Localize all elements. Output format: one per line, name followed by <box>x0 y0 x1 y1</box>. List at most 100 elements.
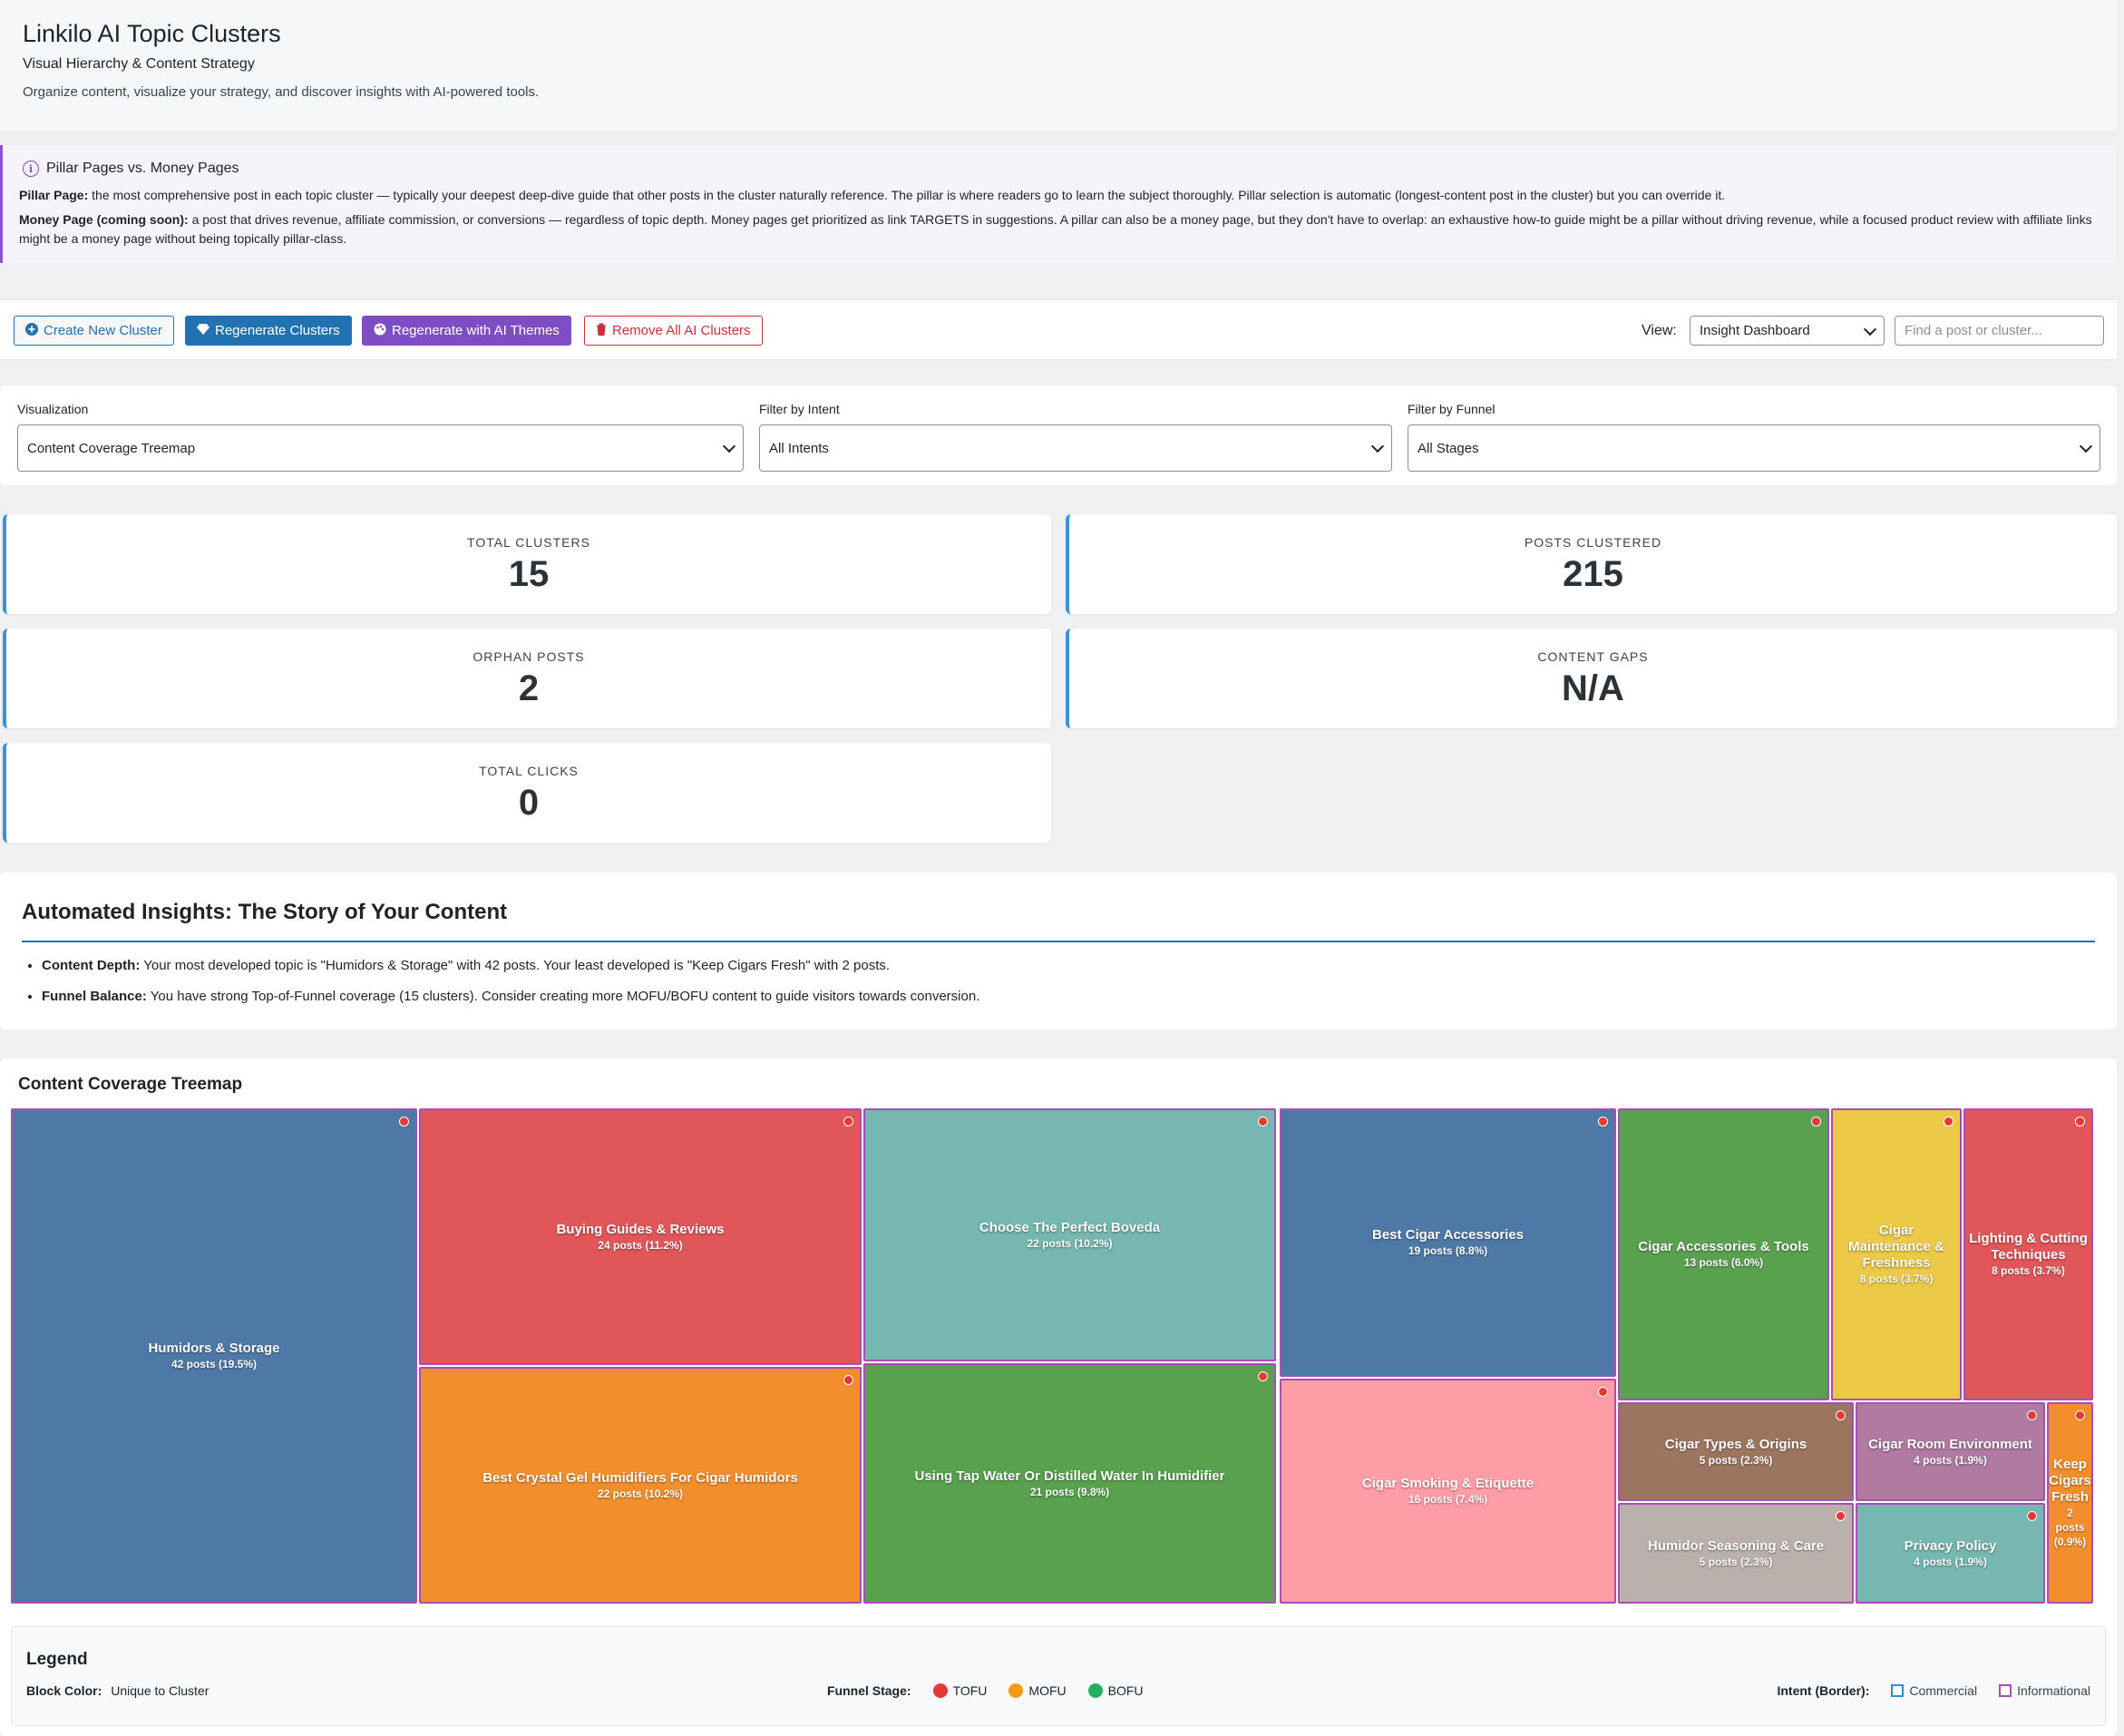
treemap-tile[interactable]: Best Crystal Gel Humidifiers For Cigar H… <box>419 1367 862 1604</box>
tile-name: Cigar Accessories & Tools <box>1638 1239 1809 1254</box>
legend-intent-label: Intent (Border): <box>1777 1683 1870 1698</box>
funnel-stage-dot-icon <box>2027 1511 2037 1521</box>
treemap-tile[interactable]: Privacy Policy 4 posts (1.9%) <box>1856 1503 2045 1604</box>
stat-value: 0 <box>518 783 540 823</box>
funnel-stage-dot-icon <box>2075 1410 2085 1420</box>
legend-block-color-value: Unique to Cluster <box>111 1683 209 1698</box>
legend-intent: Intent (Border): Commercial Informationa… <box>1777 1683 2090 1698</box>
funnel-stage-dot-icon <box>2075 1117 2085 1126</box>
pillar-money-notice: i Pillar Pages vs. Money Pages Pillar Pa… <box>0 145 2117 263</box>
funnel-stage-dot-icon <box>1944 1117 1953 1126</box>
treemap-tile[interactable]: Cigar Room Environment 4 posts (1.9%) <box>1856 1402 2045 1501</box>
treemap-tile[interactable]: Keep Cigars Fresh 2 posts (0.9%) <box>2047 1402 2093 1604</box>
plus-circle-icon <box>25 322 38 339</box>
regenerate-ai-themes-label: Regenerate with AI Themes <box>392 323 560 338</box>
regenerate-clusters-label: Regenerate Clusters <box>215 323 340 338</box>
insight-item: Content Depth: Your most developed topic… <box>42 956 979 975</box>
legend-title: Legend <box>26 1650 88 1669</box>
diamond-icon <box>197 323 209 338</box>
stat-label: CONTENT GAPS <box>1537 649 1649 664</box>
insights-list: Content Depth: Your most developed topic… <box>22 956 979 1018</box>
intent-filter-select[interactable]: All Intents <box>759 424 1392 472</box>
search-input[interactable]: Find a post or cluster... <box>1895 316 2104 346</box>
stat-value: 2 <box>518 668 540 708</box>
treemap-tile[interactable]: Humidors & Storage 42 posts (19.5%) <box>11 1108 417 1604</box>
tile-name: Humidors & Storage <box>148 1341 280 1356</box>
treemap-tile[interactable]: Humidor Seasoning & Care 5 posts (2.3%) <box>1618 1503 1854 1604</box>
notice-title: i Pillar Pages vs. Money Pages <box>23 161 239 177</box>
funnel-stage-dot-icon <box>1836 1511 1846 1521</box>
treemap-tile[interactable]: Cigar Maintenance & Freshness 8 posts (3.… <box>1831 1108 1962 1400</box>
stat-card-orphan-posts: ORPHAN POSTS 2 <box>3 629 1051 728</box>
treemap-tile[interactable]: Cigar Accessories & Tools 13 posts (6.0%) <box>1618 1108 1829 1400</box>
treemap-tile[interactable]: Cigar Smoking & Etiquette 16 posts (7.4%) <box>1280 1379 1616 1604</box>
tile-name: Best Cigar Accessories <box>1371 1227 1525 1243</box>
remove-ai-clusters-button[interactable]: Remove All AI Clusters <box>584 316 763 346</box>
legend-bofu-label: BOFU <box>1107 1683 1144 1698</box>
tofu-dot-icon <box>932 1683 948 1698</box>
treemap-tile[interactable]: Cigar Types & Origins 5 posts (2.3%) <box>1618 1402 1854 1501</box>
view-select[interactable]: Insight Dashboard <box>1690 316 1885 346</box>
money-page-label: Money Page (coming soon): <box>19 212 189 227</box>
funnel-stage-dot-icon <box>399 1117 409 1126</box>
remove-ai-clusters-label: Remove All AI Clusters <box>612 323 751 338</box>
stat-label: POSTS CLUSTERED <box>1524 535 1662 550</box>
chevron-down-icon <box>1863 322 1877 336</box>
tile-name: Choose The Perfect Boveda <box>979 1219 1161 1235</box>
visualization-select[interactable]: Content Coverage Treemap <box>17 424 744 472</box>
legend-mofu: MOFU <box>1008 1683 1067 1698</box>
legend-funnel-stage: Funnel Stage: TOFU MOFU BOFU <box>827 1683 1144 1698</box>
insight-item: Funnel Balance: You have strong Top-of-F… <box>42 987 979 1006</box>
insight-label: Content Depth: <box>42 958 141 973</box>
tile-name: Buying Guides & Reviews <box>556 1221 725 1237</box>
commercial-square-icon <box>1891 1684 1905 1697</box>
page-header: Linkilo AI Topic Clusters Visual Hierarc… <box>0 0 2117 132</box>
tile-count: 5 posts (2.3%) <box>1699 1555 1773 1568</box>
funnel-stage-dot-icon <box>843 1117 853 1126</box>
tile-count: 8 posts (3.7%) <box>1859 1273 1934 1285</box>
palette-icon <box>374 323 386 339</box>
funnel-filter-select[interactable]: All Stages <box>1408 424 2100 472</box>
legend-informational: Informational <box>1999 1683 2090 1698</box>
informational-square-icon <box>1999 1684 2012 1697</box>
legend-tofu: TOFU <box>932 1683 987 1698</box>
treemap-tile[interactable]: Buying Guides & Reviews 24 posts (11.2%) <box>419 1108 862 1365</box>
tile-count: 22 posts (10.2%) <box>1027 1236 1113 1250</box>
legend-block-color-label: Block Color: <box>26 1683 102 1698</box>
stat-card-content-gaps: CONTENT GAPS N/A <box>1066 629 2117 728</box>
regenerate-clusters-button[interactable]: Regenerate Clusters <box>185 316 352 346</box>
stat-value: N/A <box>1562 668 1624 708</box>
tile-count: 4 posts (1.9%) <box>1914 1555 1987 1568</box>
funnel-stage-dot-icon <box>843 1375 853 1385</box>
create-cluster-button[interactable]: Create New Cluster <box>14 316 174 346</box>
regenerate-ai-themes-button[interactable]: Regenerate with AI Themes <box>362 316 571 346</box>
stat-label: ORPHAN POSTS <box>473 649 585 664</box>
stat-value: 215 <box>1563 554 1623 594</box>
tile-count: 22 posts (10.2%) <box>597 1487 684 1500</box>
treemap-tile[interactable]: Lighting & Cutting Techniques 8 posts (3.… <box>1963 1108 2093 1400</box>
intent-filter-value: All Intents <box>769 440 829 456</box>
tile-count: 8 posts (3.7%) <box>1992 1264 2065 1277</box>
treemap-tile[interactable]: Using Tap Water Or Distilled Water In Hu… <box>863 1363 1276 1604</box>
tile-name: Privacy Policy <box>1904 1537 1997 1554</box>
funnel-filter-label: Filter by Funnel <box>1408 402 1496 416</box>
treemap-tile[interactable]: Best Cigar Accessories 19 posts (8.8%) <box>1280 1108 1616 1377</box>
insight-label: Funnel Balance: <box>42 989 147 1004</box>
treemap-tile[interactable]: Choose The Perfect Boveda 22 posts (10.2%… <box>863 1108 1276 1361</box>
insights-title: Automated Insights: The Story of Your Co… <box>22 900 508 924</box>
notice-title-text: Pillar Pages vs. Money Pages <box>46 161 239 176</box>
legend-informational-label: Informational <box>2017 1683 2090 1698</box>
stat-card-total-clusters: TOTAL CLUSTERS 15 <box>3 514 1051 614</box>
trash-icon <box>596 323 607 339</box>
tile-count: 21 posts (9.8%) <box>1029 1485 1110 1498</box>
tile-count: 19 posts (8.8%) <box>1408 1244 1488 1257</box>
tile-count: 5 posts (2.3%) <box>1699 1453 1773 1467</box>
visualization-label: Visualization <box>17 402 89 416</box>
tile-count: 2 posts (0.9%) <box>2053 1507 2087 1548</box>
funnel-stage-dot-icon <box>1598 1387 1608 1397</box>
stat-value: 15 <box>508 554 550 594</box>
bofu-dot-icon <box>1087 1683 1103 1698</box>
money-page-definition: Money Page (coming soon): a post that dr… <box>19 210 2096 249</box>
chevron-down-icon <box>722 439 736 454</box>
funnel-stage-dot-icon <box>1836 1410 1846 1420</box>
